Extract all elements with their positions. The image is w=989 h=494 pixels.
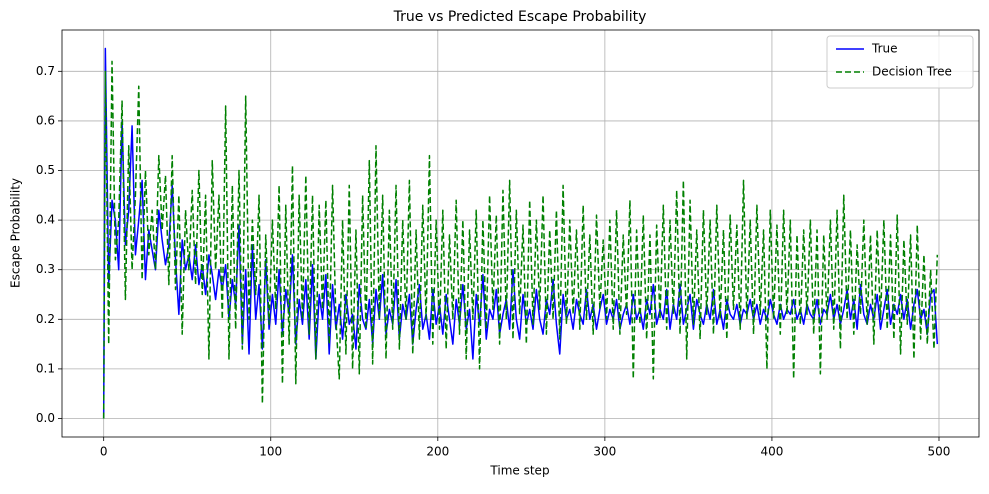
x-axis-label: Time step [489,464,549,478]
y-tick-label: 0.7 [36,64,55,78]
y-tick-label: 0.1 [36,361,55,375]
legend: True Decision Tree [826,35,974,89]
y-tick-label: 0.3 [36,262,55,276]
y-tick-label: 0.5 [36,163,55,177]
grid [62,30,979,437]
x-tick-label: 400 [760,445,783,459]
y-tick-label: 0.4 [36,213,55,227]
y-tick-label: 0.0 [36,411,55,425]
legend-label: True [871,42,898,56]
legend-label: Decision Tree [872,65,952,79]
x-tick-label: 300 [593,445,616,459]
y-axis-label: Escape Probability [9,178,23,288]
plot-frame [61,29,980,438]
x-tick-label: 200 [426,445,449,459]
chart-title: True vs Predicted Escape Probability [393,9,647,25]
x-tick-label: 100 [259,445,282,459]
legend-box [826,35,974,89]
series-line [102,60,939,419]
y-tick-label: 0.2 [36,312,55,326]
y-tick-label: 0.6 [36,113,55,127]
x-tick-label: 0 [100,445,108,459]
x-tick-label: 500 [928,445,951,459]
